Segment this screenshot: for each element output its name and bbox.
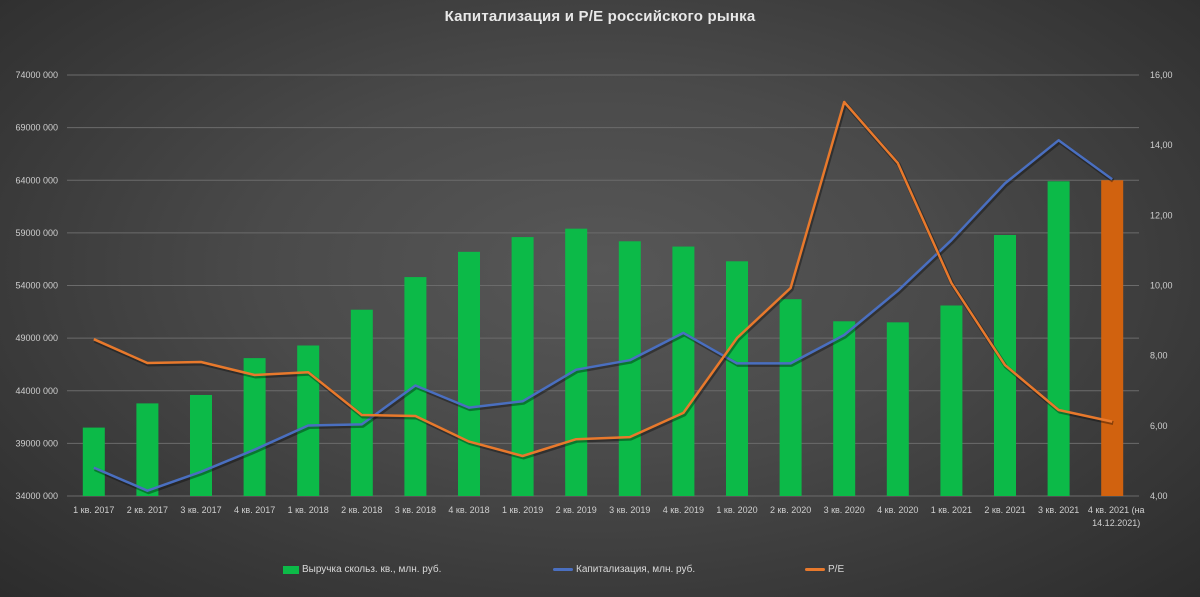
x-tick-label: 4 кв. 2020: [877, 505, 918, 515]
revenue-bar: [940, 305, 963, 496]
capitalization-line: [93, 139, 1113, 492]
legend-swatch-pe: [805, 568, 825, 571]
legend-label-capitalization: Капитализация, млн. руб.: [576, 564, 696, 575]
x-tick-label: 2 кв. 2017: [127, 505, 168, 515]
x-tick-label: 2 кв. 2020: [770, 505, 811, 515]
x-tick-label: 2 кв. 2021: [984, 505, 1025, 515]
right-tick-label: 10,00: [1150, 281, 1173, 291]
right-tick-label: 4,00: [1150, 491, 1168, 501]
line-shadow: [94, 139, 1115, 495]
legend-item-revenue: Выручка скольз. кв., млн. руб.: [283, 564, 441, 575]
x-tick-label: 1 кв. 2020: [716, 505, 757, 515]
right-tick-label: 14,00: [1150, 140, 1173, 150]
revenue-bar: [458, 251, 480, 496]
revenue-bar: [297, 345, 320, 496]
x-tick-label: 2 кв. 2018: [341, 505, 382, 515]
right-y-axis: 4,00 6,00 8,00 10,00 12,00 14,00 16,00: [1150, 70, 1173, 501]
legend-swatch-capitalization: [553, 568, 573, 571]
right-tick-label: 6,00: [1150, 421, 1168, 431]
revenue-bar: [1047, 181, 1070, 497]
left-tick-label: 49000 000: [15, 333, 58, 343]
revenue-bar: [350, 309, 373, 496]
legend-label-pe: P/E: [828, 564, 845, 575]
x-tick-label: 4 кв. 2019: [663, 505, 704, 515]
left-tick-label: 54000 000: [15, 281, 58, 291]
revenue-bar: [190, 394, 212, 496]
x-tick-label: 1 кв. 2018: [288, 505, 329, 515]
left-tick-label: 59000 000: [15, 228, 58, 238]
x-tick-label: 4 кв. 2018: [448, 505, 489, 515]
right-tick-label: 12,00: [1150, 210, 1173, 220]
x-tick-label: 1 кв. 2019: [502, 505, 543, 515]
chart-title: Капитализация и P/E российского рынка: [444, 8, 756, 25]
revenue-bar: [82, 427, 105, 496]
revenue-bar: [511, 237, 534, 496]
x-tick-label: 2 кв. 2019: [556, 505, 597, 515]
x-tick-label: 3 кв. 2018: [395, 505, 436, 515]
x-tick-label: 3 кв. 2020: [824, 505, 865, 515]
right-tick-label: 8,00: [1150, 351, 1168, 361]
revenue-bar: [136, 403, 159, 496]
right-tick-label: 16,00: [1150, 70, 1173, 80]
left-tick-label: 44000 000: [15, 386, 58, 396]
x-tick-label: 1 кв. 2017: [73, 505, 114, 515]
legend-item-pe: P/E: [805, 564, 844, 575]
chart-plot-area: 34000 000 39000 000 44000 000 49000 000 5400…: [15, 70, 1173, 528]
legend-swatch-revenue: [283, 565, 299, 574]
left-tick-label: 34000 000: [15, 491, 58, 501]
revenue-bar: [243, 358, 266, 496]
legend-item-capitalization: Капитализация, млн. руб.: [553, 564, 695, 575]
left-tick-label: 69000 000: [15, 123, 58, 133]
left-tick-label: 74000 000: [15, 70, 58, 80]
x-tick-label: 4 кв. 2017: [234, 505, 275, 515]
x-tick-label: 14.12.2021): [1092, 518, 1140, 528]
left-tick-label: 39000 000: [15, 438, 58, 448]
revenue-bar: [886, 322, 909, 496]
legend-label-revenue: Выручка скольз. кв., млн. руб.: [302, 564, 442, 575]
revenue-bar: [833, 321, 856, 496]
lines: [93, 100, 1115, 495]
revenue-bar: [672, 246, 695, 496]
revenue-bar: [618, 241, 641, 496]
gridlines: [67, 74, 1139, 497]
x-axis: 1 кв. 2017 2 кв. 2017 3 кв. 2017 4 кв. 2017…: [73, 505, 1144, 528]
revenue-bar: [779, 299, 802, 496]
pe-line: [93, 100, 1113, 458]
x-tick-label: 4 кв. 2021 (на: [1088, 505, 1145, 515]
legend: Выручка скольз. кв., млн. руб. Капитализ…: [0, 564, 1200, 584]
x-tick-label: 3 кв. 2017: [180, 505, 221, 515]
x-tick-label: 3 кв. 2019: [609, 505, 650, 515]
revenue-bars: [82, 180, 1124, 497]
revenue-bar: [1101, 180, 1124, 496]
x-tick-label: 3 кв. 2021: [1038, 505, 1079, 515]
revenue-bar: [726, 261, 748, 496]
left-tick-label: 64000 000: [15, 175, 58, 185]
left-y-axis: 34000 000 39000 000 44000 000 49000 000 5400…: [15, 70, 58, 501]
revenue-bar: [565, 228, 588, 497]
x-tick-label: 1 кв. 2021: [931, 505, 972, 515]
